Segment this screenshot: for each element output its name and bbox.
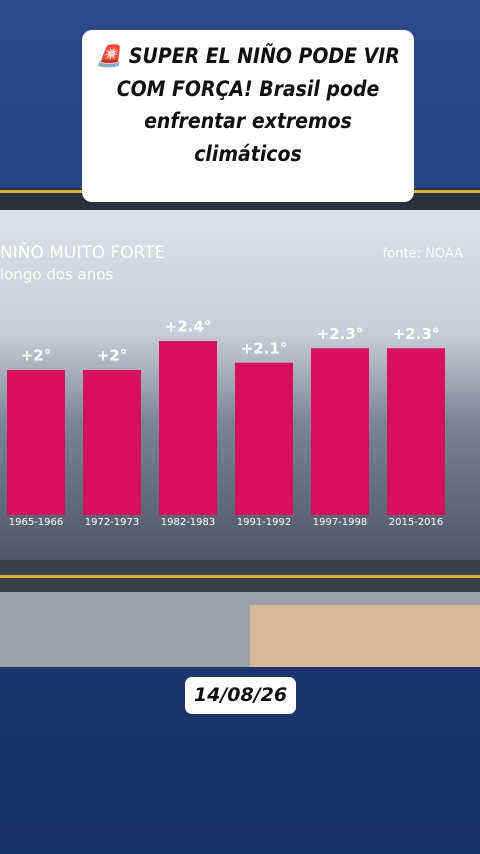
- bar: [83, 370, 141, 515]
- value-label: +2.4°: [165, 318, 212, 336]
- bar: [311, 348, 369, 515]
- bar: [235, 362, 293, 515]
- x-tick-label: 1997-1998: [313, 517, 368, 528]
- value-label: +2°: [97, 347, 128, 365]
- floor-wood: [250, 605, 480, 667]
- bar: [7, 370, 65, 515]
- chart-title: NIÑO MUITO FORTE: [0, 241, 165, 263]
- desk-gold: [0, 575, 480, 578]
- x-tick-label: 1991-1992: [237, 517, 292, 528]
- value-label: +2.1°: [241, 339, 288, 357]
- value-label: +2.3°: [393, 325, 440, 343]
- x-tick-label: 1972-1973: [85, 517, 140, 528]
- date-label: 14/08/26: [185, 677, 296, 714]
- x-tick-label: 1965-1966: [9, 517, 64, 528]
- chart-source: fonte: NOAA: [383, 247, 463, 262]
- value-label: +2°: [21, 347, 52, 365]
- bar: [387, 348, 445, 515]
- plot: +2° 1965-1966 +2° 1972-1973 +2.4° 1982-1983 +2…: [7, 318, 445, 528]
- bar: [159, 341, 217, 515]
- caption: 🚨 SUPER EL NIÑO PODE VIR COM FORÇA! Bras…: [82, 30, 414, 202]
- x-tick-label: 1982-1983: [161, 517, 216, 528]
- chart-subtitle: longo dos anos: [0, 266, 113, 284]
- value-label: +2.3°: [317, 325, 364, 343]
- x-tick-label: 2015-2016: [389, 517, 444, 528]
